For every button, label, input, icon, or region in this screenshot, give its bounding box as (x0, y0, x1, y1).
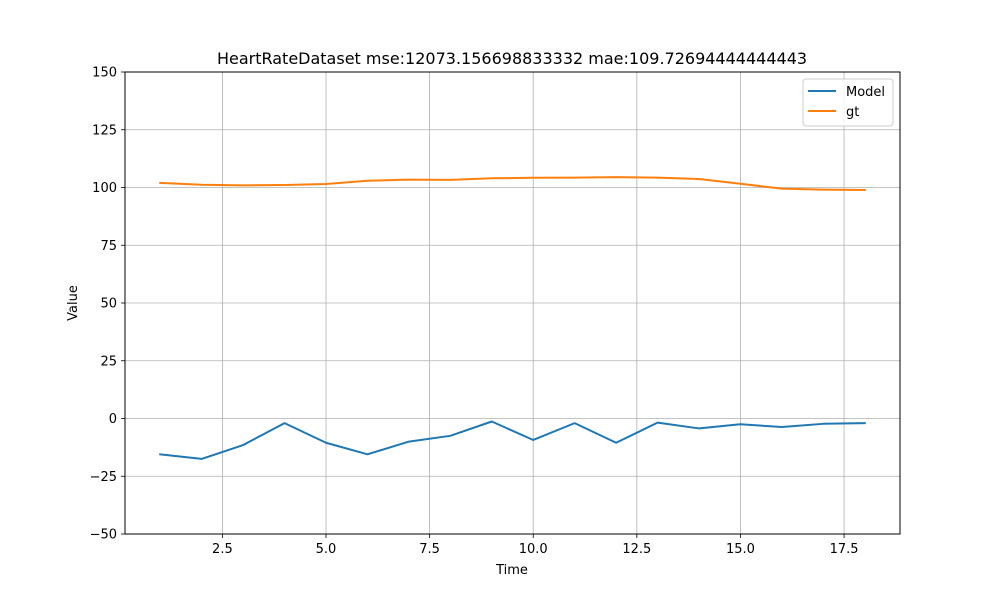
series-line-gt (159, 176, 866, 192)
y-tick-label: 25 (100, 354, 117, 369)
legend-label-model: Model (846, 85, 885, 100)
x-tick-label: 10.0 (519, 542, 548, 557)
y-tick-label: 125 (92, 123, 117, 138)
x-tick-label: 12.5 (622, 542, 651, 557)
y-tick-label: 100 (92, 181, 117, 196)
x-tick-label: 15.0 (726, 542, 755, 557)
y-axis-label: Value (66, 285, 81, 321)
x-tick-label: 5.0 (316, 542, 337, 557)
y-tick-label: −25 (90, 470, 117, 485)
series-layer (159, 176, 866, 460)
x-tick-label: 7.5 (419, 542, 440, 557)
y-tick-label: −50 (90, 528, 117, 543)
chart-title: HeartRateDataset mse:12073.156698833332 … (217, 49, 807, 68)
x-tick-label: 2.5 (212, 542, 233, 557)
y-ticks: −50 −25 0 25 50 75 100 125 150 (90, 66, 125, 543)
y-tick-label: 150 (92, 66, 117, 81)
x-ticks: 2.5 5.0 7.5 10.0 12.5 15.0 17.5 (212, 534, 859, 557)
series-line-model (159, 420, 866, 460)
legend: Model gt (802, 78, 894, 127)
legend-label-gt: gt (846, 105, 859, 120)
y-tick-label: 50 (100, 297, 117, 312)
grid-layer (125, 71, 900, 535)
x-tick-label: 17.5 (830, 542, 859, 557)
y-tick-label: 0 (109, 412, 117, 427)
y-tick-label: 75 (100, 239, 117, 254)
x-axis-label: Time (495, 563, 528, 578)
